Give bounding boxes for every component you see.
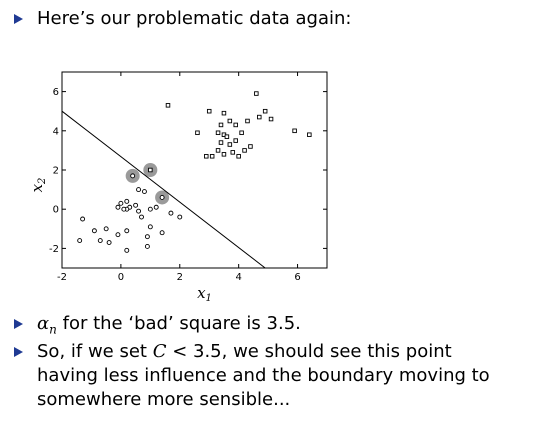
bullet-set-c: So, if we set C < 3.5, we should see thi… <box>14 340 517 412</box>
square-point-24 <box>209 154 215 159</box>
square-point-15 <box>224 134 230 139</box>
circle-point-2 <box>141 189 147 195</box>
circle-point-16 <box>177 214 183 220</box>
circle-point-6 <box>133 202 139 208</box>
circle-point-7 <box>118 200 124 206</box>
y-tick-label-3: 4 <box>53 126 59 137</box>
circle-point-23 <box>115 232 121 238</box>
square-point-28 <box>307 132 312 137</box>
scatter-chart: -2 0 2 4 6 -2 0 2 4 6 x1 x2 <box>28 71 328 302</box>
square-point-1 <box>165 103 171 108</box>
square-point-26 <box>236 154 241 159</box>
circle-point-19 <box>103 226 109 232</box>
bullet-data-again: Here’s our problematic data again: <box>14 7 352 31</box>
circle-point-1 <box>159 194 165 200</box>
circle-point-13 <box>153 204 159 210</box>
bullet-text-pre: So, if we set <box>37 341 153 362</box>
square-point-22 <box>230 150 236 155</box>
square-point-29 <box>148 167 153 173</box>
square-point-18 <box>227 142 233 147</box>
square-point-0 <box>254 91 259 96</box>
x-axis-label: x1 <box>197 284 212 302</box>
square-point-6 <box>268 116 274 122</box>
circle-point-26 <box>97 238 103 244</box>
circle-point-27 <box>106 240 112 245</box>
bullet-text-post: < 3.5, we should see this point having l… <box>37 341 490 410</box>
square-point-21 <box>242 148 247 153</box>
y-tick-label-1: 0 <box>53 205 59 216</box>
square-point-14 <box>239 130 244 136</box>
alpha-subscript: n <box>49 322 57 337</box>
circle-point-20 <box>91 228 97 234</box>
square-point-11 <box>195 130 200 136</box>
circle-point-25 <box>77 238 83 244</box>
bullet-text: for the ‘bad’ square is 3.5. <box>56 313 301 334</box>
circle-point-29 <box>124 247 130 253</box>
circle-point-12 <box>147 206 153 212</box>
circle-point-15 <box>168 210 174 216</box>
circle-point-22 <box>159 230 165 236</box>
square-point-9 <box>218 122 224 128</box>
square-point-27 <box>292 128 297 134</box>
bullet-alpha: αn for the ‘bad’ square is 3.5. <box>14 312 301 342</box>
square-point-10 <box>233 122 238 128</box>
square-point-12 <box>215 130 221 136</box>
x-tick-label-0: -2 <box>57 272 67 283</box>
plot-frame <box>61 71 328 269</box>
circle-point-14 <box>139 214 144 220</box>
square-point-5 <box>257 114 262 120</box>
square-point-2 <box>206 108 212 114</box>
bullet-triangle-icon <box>14 14 23 24</box>
circle-point-4 <box>124 198 130 204</box>
circle-point-10 <box>121 206 127 212</box>
y-tick-label-0: -2 <box>49 244 59 255</box>
x-tick-label-3: 4 <box>235 272 241 283</box>
square-point-25 <box>204 154 209 159</box>
square-point-20 <box>215 148 221 153</box>
circle-point-18 <box>147 224 153 230</box>
y-axis-label: x2 <box>28 178 48 193</box>
c-variable: C <box>152 341 167 362</box>
circle-point-11 <box>136 208 142 214</box>
y-tick-label-4: 6 <box>53 87 59 98</box>
bullet-triangle-icon <box>14 319 23 329</box>
circle-point-28 <box>144 243 150 249</box>
bullet-text: Here’s our problematic data again: <box>37 8 352 29</box>
x-tick-label-2: 2 <box>177 272 183 283</box>
square-point-3 <box>221 110 227 116</box>
circle-point-17 <box>80 216 86 222</box>
x-tick-label-1: 0 <box>118 272 124 283</box>
circle-point-21 <box>124 228 130 234</box>
decision-boundary <box>62 110 266 268</box>
circle-point-3 <box>136 187 142 193</box>
square-point-23 <box>221 152 227 157</box>
bullet-triangle-icon <box>14 347 23 357</box>
alpha-symbol: α <box>37 313 50 334</box>
square-point-4 <box>262 108 268 114</box>
circle-point-9 <box>115 204 121 210</box>
x-tick-label-4: 6 <box>294 272 300 283</box>
square-point-19 <box>248 144 253 149</box>
square-point-17 <box>218 140 224 145</box>
square-point-16 <box>233 138 238 143</box>
square-point-7 <box>245 118 250 124</box>
circle-point-0 <box>130 173 136 179</box>
y-tick-label-2: 2 <box>53 166 59 177</box>
circle-point-24 <box>144 234 150 240</box>
square-point-8 <box>227 118 233 124</box>
